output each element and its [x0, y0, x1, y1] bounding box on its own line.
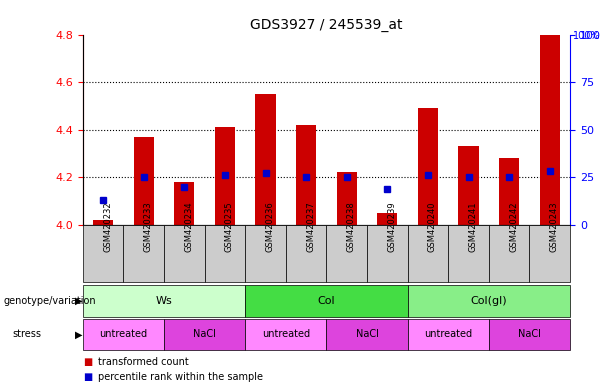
- Bar: [93, 220, 113, 225]
- Text: untreated: untreated: [424, 329, 473, 339]
- Text: Col(gl): Col(gl): [471, 296, 507, 306]
- Text: NaCl: NaCl: [356, 329, 378, 339]
- Bar: [459, 146, 479, 225]
- Text: GSM420243: GSM420243: [550, 201, 559, 252]
- Text: transformed count: transformed count: [98, 357, 189, 367]
- Text: GSM420239: GSM420239: [387, 201, 397, 252]
- Text: Col: Col: [318, 296, 335, 306]
- Bar: [296, 125, 316, 225]
- Bar: [215, 127, 235, 225]
- Text: GSM420238: GSM420238: [347, 201, 356, 252]
- Text: GSM420240: GSM420240: [428, 201, 437, 252]
- Text: stress: stress: [12, 329, 41, 339]
- Text: GSM420242: GSM420242: [509, 201, 518, 252]
- Text: ▶: ▶: [75, 296, 82, 306]
- Text: GSM420234: GSM420234: [185, 201, 193, 252]
- Text: GSM420232: GSM420232: [103, 201, 112, 252]
- Text: untreated: untreated: [99, 329, 148, 339]
- Text: GSM420237: GSM420237: [306, 201, 315, 252]
- Text: ▶: ▶: [75, 329, 82, 339]
- Text: NaCl: NaCl: [518, 329, 541, 339]
- Bar: [337, 172, 357, 225]
- Bar: [174, 182, 194, 225]
- Bar: [377, 213, 397, 225]
- Text: ■: ■: [83, 357, 92, 367]
- Text: GSM420241: GSM420241: [468, 201, 478, 252]
- Bar: [256, 94, 276, 225]
- Text: Ws: Ws: [156, 296, 172, 306]
- Bar: [539, 35, 560, 225]
- Text: 100%: 100%: [573, 31, 601, 41]
- Text: GSM420233: GSM420233: [143, 201, 153, 252]
- Bar: [134, 137, 154, 225]
- Text: percentile rank within the sample: percentile rank within the sample: [98, 372, 263, 382]
- Bar: [418, 108, 438, 225]
- Text: GSM420236: GSM420236: [265, 201, 275, 252]
- Title: GDS3927 / 245539_at: GDS3927 / 245539_at: [250, 18, 403, 32]
- Text: NaCl: NaCl: [193, 329, 216, 339]
- Bar: [499, 158, 519, 225]
- Text: genotype/variation: genotype/variation: [3, 296, 96, 306]
- Text: ■: ■: [83, 372, 92, 382]
- Text: untreated: untreated: [262, 329, 310, 339]
- Text: GSM420235: GSM420235: [225, 201, 234, 252]
